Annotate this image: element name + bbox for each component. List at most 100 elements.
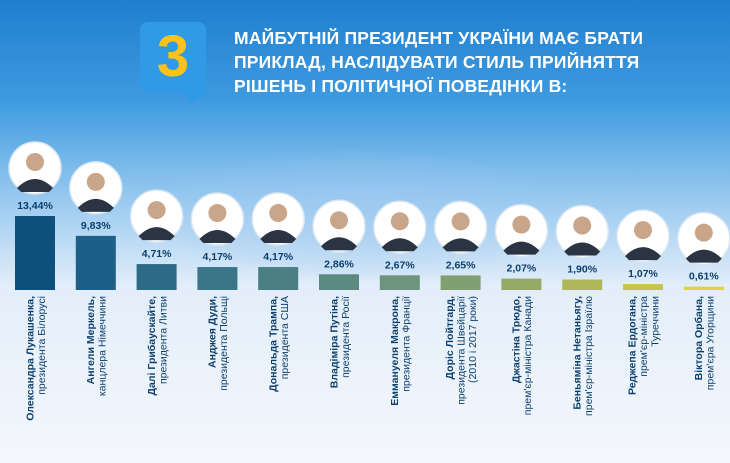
- category-label-9: Джастіна Трюдо,прем'єр-міністра Канади: [511, 296, 535, 415]
- value-label-12: 0,61%: [689, 271, 719, 283]
- value-label-9: 2,07%: [507, 263, 537, 275]
- category-label-line: Анджея Дуди,: [207, 296, 219, 368]
- portrait-suit: [564, 242, 601, 256]
- category-label-line: Реджепа Ердогана,: [627, 296, 639, 395]
- bar-2: [75, 235, 116, 290]
- portrait-4: [190, 192, 245, 246]
- portrait-2: [69, 161, 123, 215]
- portrait-face: [451, 212, 470, 231]
- portrait-face: [269, 204, 288, 223]
- portrait-suit: [625, 247, 661, 261]
- category-label-line: Дональда Трампа,: [267, 296, 279, 392]
- category-label-line: Беньяміна Нетаньягу,: [571, 296, 583, 410]
- category-label-line: прем'єра Угорщини: [705, 296, 717, 390]
- bar-4: [197, 267, 238, 290]
- portrait-face: [634, 221, 652, 240]
- portrait-10: [555, 204, 609, 259]
- portrait-8: [433, 200, 488, 255]
- value-label-6: 2,86%: [324, 258, 354, 270]
- category-label-line: президента Росії: [340, 296, 352, 378]
- category-label-line: Віктора Орбана,: [693, 296, 705, 380]
- bar-11: [623, 284, 663, 290]
- portrait-face: [147, 201, 166, 220]
- category-label-6: Владіміра Путіна,президента Росії: [328, 296, 352, 388]
- category-label-12: Віктора Орбана,прем'єра Угорщини: [693, 296, 717, 390]
- portrait-suit: [199, 230, 236, 244]
- category-label-line: Владіміра Путіна,: [328, 296, 340, 388]
- value-label-8: 2,65%: [446, 259, 476, 271]
- category-label-line: президента Франції: [401, 296, 413, 392]
- category-label-line: Олександра Лукашенка,: [24, 296, 36, 421]
- category-label-8: Доріс Лойтгард,президента Швейцарії(2010…: [444, 296, 479, 405]
- category-label-line: президента Польщі: [218, 296, 230, 391]
- title-line-2: ПРИКЛАД, НАСЛІДУВАТИ СТИЛЬ ПРИЙНЯТТЯ: [234, 52, 640, 72]
- portrait-suit: [442, 238, 479, 252]
- portrait-face: [26, 153, 44, 171]
- portrait-suit: [17, 179, 53, 192]
- portrait-5: [251, 192, 305, 246]
- portrait-suit: [260, 230, 297, 244]
- category-label-line: канцлера Німеччини: [97, 296, 109, 396]
- portrait-3: [129, 189, 184, 243]
- category-label-line: президента Литви: [157, 296, 169, 384]
- bar-3: [136, 264, 177, 290]
- value-label-5: 4,17%: [263, 251, 293, 263]
- portrait-12: [677, 211, 730, 266]
- value-label-10: 1,90%: [567, 264, 597, 276]
- value-label-7: 2,67%: [385, 259, 415, 271]
- value-label-11: 1,07%: [628, 268, 658, 280]
- category-label-line: Далі Грибаускайте,: [146, 296, 158, 396]
- value-label-3: 4,71%: [142, 248, 172, 260]
- category-label-line: Доріс Лойтгард,: [444, 296, 456, 380]
- question-number: 3: [156, 24, 190, 89]
- portrait-suit: [381, 238, 418, 252]
- value-label-2: 9,83%: [81, 220, 111, 232]
- portrait-face: [390, 212, 409, 231]
- category-label-5: Дональда Трампа,президента США: [267, 296, 291, 392]
- category-label-1: Олександра Лукашенка,президента Білорусі: [24, 296, 48, 421]
- portrait-face: [330, 211, 348, 230]
- portrait-9: [494, 203, 549, 258]
- portrait-suit: [685, 249, 722, 263]
- category-label-line: президента Білорусі: [36, 296, 48, 395]
- bar-6: [319, 274, 359, 290]
- category-label-line: (2010 і 2017 роки): [467, 296, 479, 383]
- category-label-line: президента Швейцарії: [456, 296, 468, 405]
- value-label-4: 4,17%: [203, 251, 233, 263]
- category-label-2: Ангели Меркель,канцлера Німеччини: [85, 296, 109, 396]
- portrait-face: [208, 204, 227, 223]
- bar-9: [501, 278, 542, 290]
- portrait-7: [373, 200, 427, 255]
- category-label-line: Туреччини: [650, 296, 662, 347]
- category-label-line: Джастіна Трюдо,: [511, 296, 523, 383]
- category-label-line: президента США: [279, 296, 291, 379]
- category-label-line: Еммануеля Макрона,: [389, 296, 401, 406]
- category-label-line: прем'єр-міністра Канади: [522, 296, 534, 415]
- portrait-suit: [503, 241, 540, 255]
- category-label-line: прем'єр-міністра Ізраїлю: [583, 296, 595, 416]
- portrait-face: [512, 215, 531, 234]
- title-line-1: МАЙБУТНІЙ ПРЕЗИДЕНТ УКРАЇНИ МАЄ БРАТИ: [234, 28, 644, 48]
- category-label-7: Еммануеля Макрона,президента Франції: [389, 296, 413, 406]
- bar-12: [683, 286, 724, 290]
- portrait-face: [573, 216, 592, 235]
- bar-8: [440, 275, 481, 290]
- bar-5: [258, 267, 299, 290]
- portrait-suit: [77, 198, 114, 212]
- portrait-suit: [321, 237, 357, 251]
- portrait-suit: [138, 227, 175, 241]
- category-label-4: Анджея Дуди,президента Польщі: [207, 296, 231, 391]
- category-label-line: прем'єр-міністра: [638, 296, 650, 377]
- portrait-face: [694, 223, 713, 242]
- chart-title: МАЙБУТНІЙ ПРЕЗИДЕНТ УКРАЇНИ МАЄ БРАТИ ПР…: [234, 26, 724, 98]
- category-label-3: Далі Грибаускайте,президента Литви: [146, 296, 170, 396]
- portrait-1: [8, 141, 62, 195]
- portrait-face: [86, 172, 105, 191]
- category-label-line: Ангели Меркель,: [85, 296, 97, 384]
- category-label-10: Беньяміна Нетаньягу,прем'єр-міністра Ізр…: [571, 296, 595, 416]
- portrait-6: [312, 199, 366, 254]
- category-label-11: Реджепа Ердогана,прем'єр-міністраТуреччи…: [627, 296, 662, 395]
- bar-7: [379, 275, 420, 290]
- portrait-11: [616, 209, 670, 263]
